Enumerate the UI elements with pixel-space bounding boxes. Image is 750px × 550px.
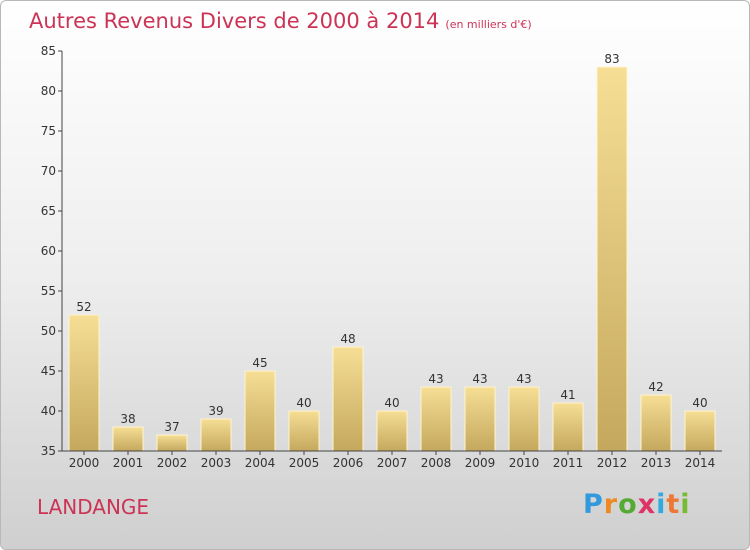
y-tick-label-75: 75 [41, 124, 56, 138]
x-tick-label-2006: 2006 [333, 456, 364, 470]
y-tick-label-40: 40 [41, 404, 56, 418]
data-label-2013: 42 [648, 380, 663, 394]
title-main: Autres Revenus Divers de 2000 à 2014 [29, 9, 440, 33]
bar-2002 [156, 434, 188, 452]
axes-group: 2000 2001 2002 2003 2004 2005 2006 2007 2008 2009… [41, 44, 722, 470]
x-tick-label-2002: 2002 [157, 456, 188, 470]
data-label-2007: 40 [384, 396, 399, 410]
commune-name: LANDANGE [37, 495, 150, 519]
data-label-2010: 43 [516, 372, 531, 386]
x-tick-label-2010: 2010 [509, 456, 540, 470]
x-tick-label-2008: 2008 [421, 456, 452, 470]
data-label-2008: 43 [428, 372, 443, 386]
bar-2003 [200, 418, 232, 452]
y-tick-label-85: 85 [41, 44, 56, 58]
data-label-2004: 45 [252, 356, 267, 370]
bar-2014 [684, 410, 716, 452]
data-label-2000: 52 [76, 300, 91, 314]
x-tick-label-2012: 2012 [597, 456, 628, 470]
bar-2005 [288, 410, 320, 452]
y-tick-label-60: 60 [41, 244, 56, 258]
bars-group: 52 38 37 39 45 40 48 40 43 43 43 41 83 42 40 [68, 52, 716, 452]
data-label-2002: 37 [164, 420, 179, 434]
logo-letter: i [656, 489, 667, 520]
bar-2001 [112, 426, 144, 452]
x-tick-label-2007: 2007 [377, 456, 408, 470]
logo-letter: x [637, 489, 657, 520]
data-label-2001: 38 [120, 412, 135, 426]
bar-2008 [420, 386, 452, 452]
y-tick-label-45: 45 [41, 364, 56, 378]
y-tick-label-70: 70 [41, 164, 56, 178]
y-tick-label-80: 80 [41, 84, 56, 98]
bar-2004 [244, 370, 276, 452]
y-tick-label-55: 55 [41, 284, 56, 298]
x-tick-label-2009: 2009 [465, 456, 496, 470]
bar-2007 [376, 410, 408, 452]
x-tick-label-2005: 2005 [289, 456, 320, 470]
x-tick-label-2014: 2014 [685, 456, 716, 470]
logo-letter: i [680, 489, 691, 520]
x-tick-label-2011: 2011 [553, 456, 584, 470]
data-label-2006: 48 [340, 332, 355, 346]
logo-letter: t [666, 489, 681, 520]
bar-2009 [464, 386, 496, 452]
bar-2000 [68, 314, 100, 452]
data-label-2012: 83 [604, 52, 619, 66]
x-tick-label-2001: 2001 [113, 456, 144, 470]
data-label-2011: 41 [560, 388, 575, 402]
data-label-2009: 43 [472, 372, 487, 386]
data-label-2003: 39 [208, 404, 223, 418]
y-tick-label-50: 50 [41, 324, 56, 338]
x-tick-label-2000: 2000 [69, 456, 100, 470]
data-label-2005: 40 [296, 396, 311, 410]
bar-2013 [640, 394, 672, 452]
title-unit: (en milliers d'€) [445, 18, 532, 31]
x-tick-label-2004: 2004 [245, 456, 276, 470]
data-label-2014: 40 [692, 396, 707, 410]
bar-2010 [508, 386, 540, 452]
y-tick-label-65: 65 [41, 204, 56, 218]
logo-letter: o [618, 489, 638, 520]
proxiti-logo: Proxiti [583, 489, 691, 520]
y-tick-label-35: 35 [41, 444, 56, 458]
x-tick-label-2013: 2013 [641, 456, 672, 470]
logo-letter: r [603, 489, 619, 520]
bar-2006 [332, 346, 364, 452]
logo-letter: P [583, 489, 604, 520]
bar-2011 [552, 402, 584, 452]
bar-2012 [596, 66, 628, 452]
x-tick-label-2003: 2003 [201, 456, 232, 470]
chart-title: Autres Revenus Divers de 2000 à 2014 (en … [29, 9, 532, 33]
